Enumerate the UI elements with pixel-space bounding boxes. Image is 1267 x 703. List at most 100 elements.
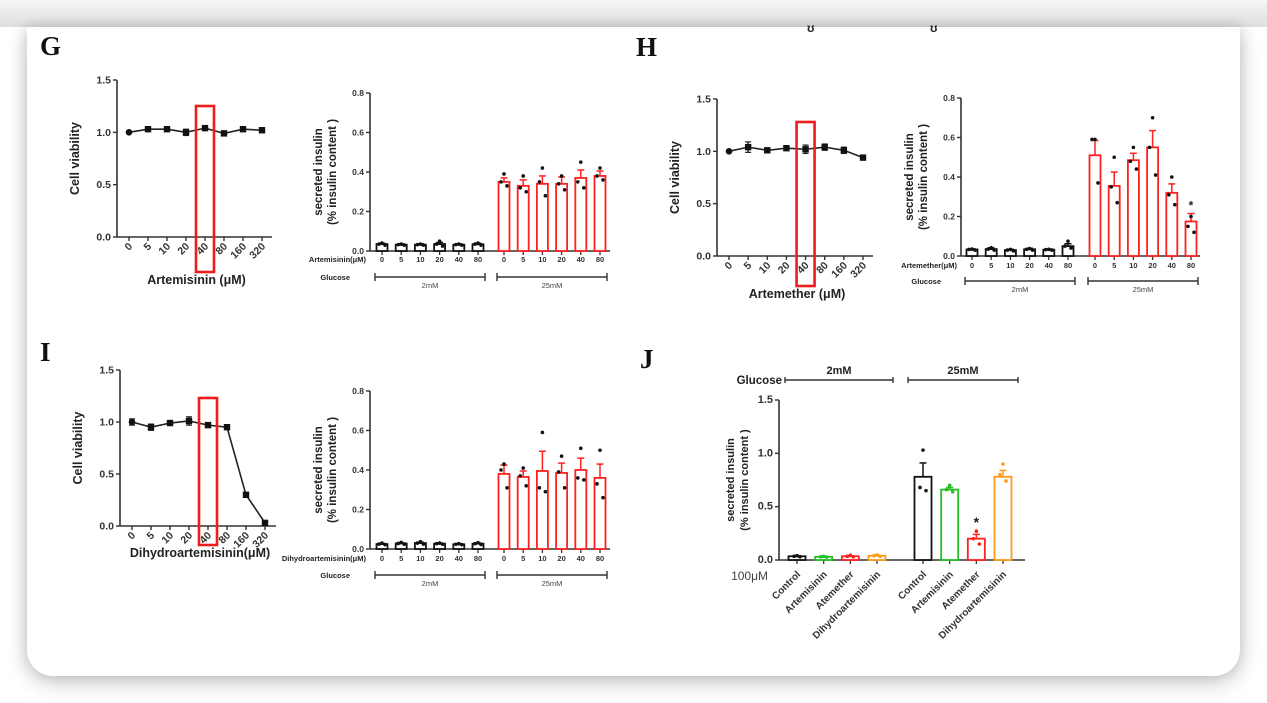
bar <box>555 182 568 252</box>
data-point <box>859 154 867 161</box>
data-point <box>399 242 404 246</box>
data-point <box>921 448 925 452</box>
data-point <box>845 554 850 559</box>
bar <box>593 476 607 550</box>
y-tick-label: 0.4 <box>352 465 364 475</box>
highlight-box <box>194 104 216 274</box>
data-point <box>383 243 387 247</box>
y-tick-label: 0.0 <box>99 521 114 533</box>
glucose-label: Glucose <box>320 273 350 282</box>
x-tick-label: 10 <box>416 255 424 264</box>
data-point <box>872 553 876 558</box>
y-axis-title-2: (% insulin content ) <box>327 119 339 225</box>
y-tick-label: 0.2 <box>352 505 364 515</box>
data-point <box>1090 137 1094 142</box>
y-axis-title: Cell viability <box>71 411 85 484</box>
data-point <box>223 424 231 431</box>
x-tick-label: 20 <box>435 554 443 563</box>
data-point <box>434 242 439 246</box>
data-point <box>418 539 423 544</box>
glucose-level-label: 2mM <box>422 579 439 588</box>
data-point <box>818 555 823 559</box>
x-tick-label: 40 <box>455 554 463 563</box>
top-bar <box>0 0 1267 27</box>
y-tick-label: 1.5 <box>96 75 111 87</box>
data-point <box>582 186 586 190</box>
bar <box>1107 184 1121 257</box>
data-point <box>543 489 548 494</box>
data-point <box>476 241 480 245</box>
y-axis-title: secreted insulin <box>904 133 916 221</box>
x-tick-label: 40 <box>577 255 585 264</box>
x-tick-label: 0 <box>502 554 506 563</box>
x-tick-label: 5 <box>145 530 158 543</box>
data-point <box>380 241 384 245</box>
data-point <box>562 485 567 490</box>
cropped-glyph: ʊ <box>807 21 815 35</box>
x-tick-label: 0 <box>126 530 139 543</box>
data-point <box>918 485 922 490</box>
data-point <box>556 182 561 186</box>
data-point <box>185 417 193 425</box>
bar <box>574 469 588 550</box>
x-tick-label: 5 <box>399 255 403 264</box>
data-point <box>1030 248 1035 252</box>
y-tick-label: 1.0 <box>758 447 773 459</box>
data-point <box>725 148 733 155</box>
data-point <box>556 470 561 474</box>
data-point <box>1050 248 1054 252</box>
y-tick-label: 0.2 <box>943 212 955 222</box>
treatment-label: Artemisinin(μM) <box>309 255 367 264</box>
data-point <box>974 529 979 533</box>
data-point <box>166 419 174 427</box>
data-point <box>421 542 426 546</box>
data-point <box>950 489 955 494</box>
panel-i-insulin-chart: 0.0 0.2 0.4 0.6 0.8 0 5 10 20 40 80 2mM 0 5 10 20 40 80 25… <box>282 386 610 588</box>
x-tick-label: 0 <box>123 241 136 254</box>
x-tick-label: 20 <box>557 255 565 264</box>
data-point <box>540 430 545 435</box>
data-point <box>518 474 522 478</box>
data-point <box>537 180 542 184</box>
x-axis-title: Artemisinin (μM) <box>147 273 246 287</box>
data-point <box>1153 173 1158 177</box>
data-point <box>971 536 976 541</box>
data-point <box>559 454 564 458</box>
data-point <box>204 421 212 429</box>
data-point <box>258 127 266 134</box>
data-point <box>821 143 828 151</box>
data-point <box>242 491 250 498</box>
data-point <box>986 247 990 251</box>
data-point <box>989 245 993 250</box>
data-point <box>415 541 420 545</box>
x-tick-label: 40 <box>1168 261 1176 270</box>
data-point <box>402 243 407 247</box>
data-point <box>421 243 426 247</box>
y-tick-label: 1.0 <box>96 127 111 139</box>
data-point <box>579 160 583 164</box>
data-point <box>537 485 542 490</box>
y-tick-label: 0.0 <box>352 544 364 554</box>
y-tick-label: 0.8 <box>352 386 364 396</box>
data-point <box>1096 181 1100 185</box>
data-point <box>540 166 545 170</box>
glucose-level-label: 2mM <box>1012 285 1029 294</box>
data-point <box>1167 192 1171 197</box>
y-tick-label: 0.0 <box>696 251 711 263</box>
data-point <box>479 542 483 547</box>
data-point <box>457 242 461 246</box>
data-point <box>595 174 599 178</box>
y-tick-label: 0.6 <box>352 128 364 138</box>
data-point <box>1131 145 1136 150</box>
y-axis-title: Cell viability <box>68 122 82 195</box>
x-tick-label: 5 <box>521 554 525 563</box>
bar <box>966 537 986 561</box>
data-point <box>434 541 439 546</box>
data-point <box>402 542 407 547</box>
data-point <box>821 554 826 559</box>
x-tick-label: 0 <box>723 260 736 273</box>
data-point <box>992 248 996 252</box>
significance-marker: * <box>974 514 980 530</box>
y-tick-label: 0.5 <box>758 501 773 513</box>
